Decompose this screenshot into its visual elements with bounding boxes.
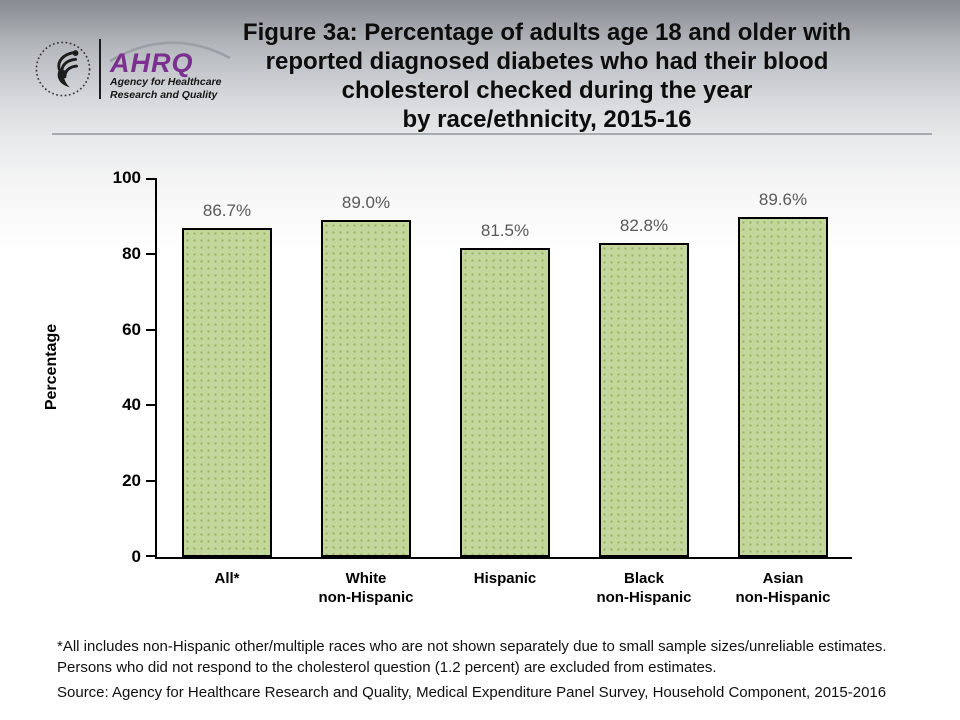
- x-tick-label: Asian non-Hispanic: [735, 570, 831, 606]
- y-tick-label: 40: [122, 395, 141, 415]
- y-tick-label: 80: [122, 243, 141, 263]
- y-tick-mark: [146, 480, 155, 483]
- y-tick-mark: [146, 555, 155, 557]
- y-tick-label: 60: [122, 319, 141, 339]
- y-tick-label: 0: [131, 547, 141, 566]
- footnote-text: *All includes non-Hispanic other/multipl…: [57, 638, 887, 676]
- x-tick-label: All*: [214, 570, 240, 587]
- bar-value-label: 82.8%: [619, 216, 669, 236]
- y-tick-mark: [146, 252, 155, 255]
- ahrq-subtitle-line2: Research and Quality: [110, 88, 218, 101]
- y-tick-label: 20: [122, 471, 141, 491]
- bar: [460, 248, 550, 557]
- bar: [321, 219, 411, 557]
- hhs-eagle-icon: [35, 41, 91, 96]
- footnotes: *All includes non-Hispanic other/multipl…: [57, 637, 917, 703]
- logo-divider: [99, 38, 101, 99]
- figure-title: Figure 3a: Percentage of adults age 18 a…: [242, 19, 852, 133]
- y-tick-mark: [146, 328, 155, 331]
- x-tick-label: White non-Hispanic: [318, 570, 414, 606]
- source-text: Source: Agency for Healthcare Research a…: [57, 684, 887, 701]
- bar-value-label: 89.0%: [341, 192, 391, 212]
- x-tick-label: Hispanic: [473, 570, 537, 587]
- y-axis-title: Percentage: [43, 323, 60, 411]
- x-tick-label: Black non-Hispanic: [596, 570, 692, 606]
- ahrq-subtitle-line1: Agency for Healthcare: [110, 76, 222, 88]
- ahrq-acronym: AHRQ: [110, 48, 194, 78]
- bar-value-label: 81.5%: [480, 221, 530, 241]
- y-tick-mark: [146, 178, 155, 180]
- bar: [738, 217, 828, 557]
- plot-area: 0 20 40 60 80 100 86.7% All* 89.0% White non-Hisp…: [113, 168, 852, 606]
- logo-text: AHRQ Agency for Healthcare Research and …: [109, 36, 231, 101]
- ahrq-logo: AHRQ Agency for Healthcare Research and …: [34, 36, 231, 101]
- title-divider: [52, 133, 932, 135]
- bar: [182, 228, 272, 557]
- y-tick-label: 100: [112, 168, 141, 187]
- bar-value-label: 89.6%: [758, 190, 808, 210]
- y-tick-mark: [146, 404, 155, 407]
- bar-value-label: 86.7%: [202, 201, 252, 221]
- logo-arc-icon: [109, 41, 231, 63]
- bar: [599, 243, 689, 557]
